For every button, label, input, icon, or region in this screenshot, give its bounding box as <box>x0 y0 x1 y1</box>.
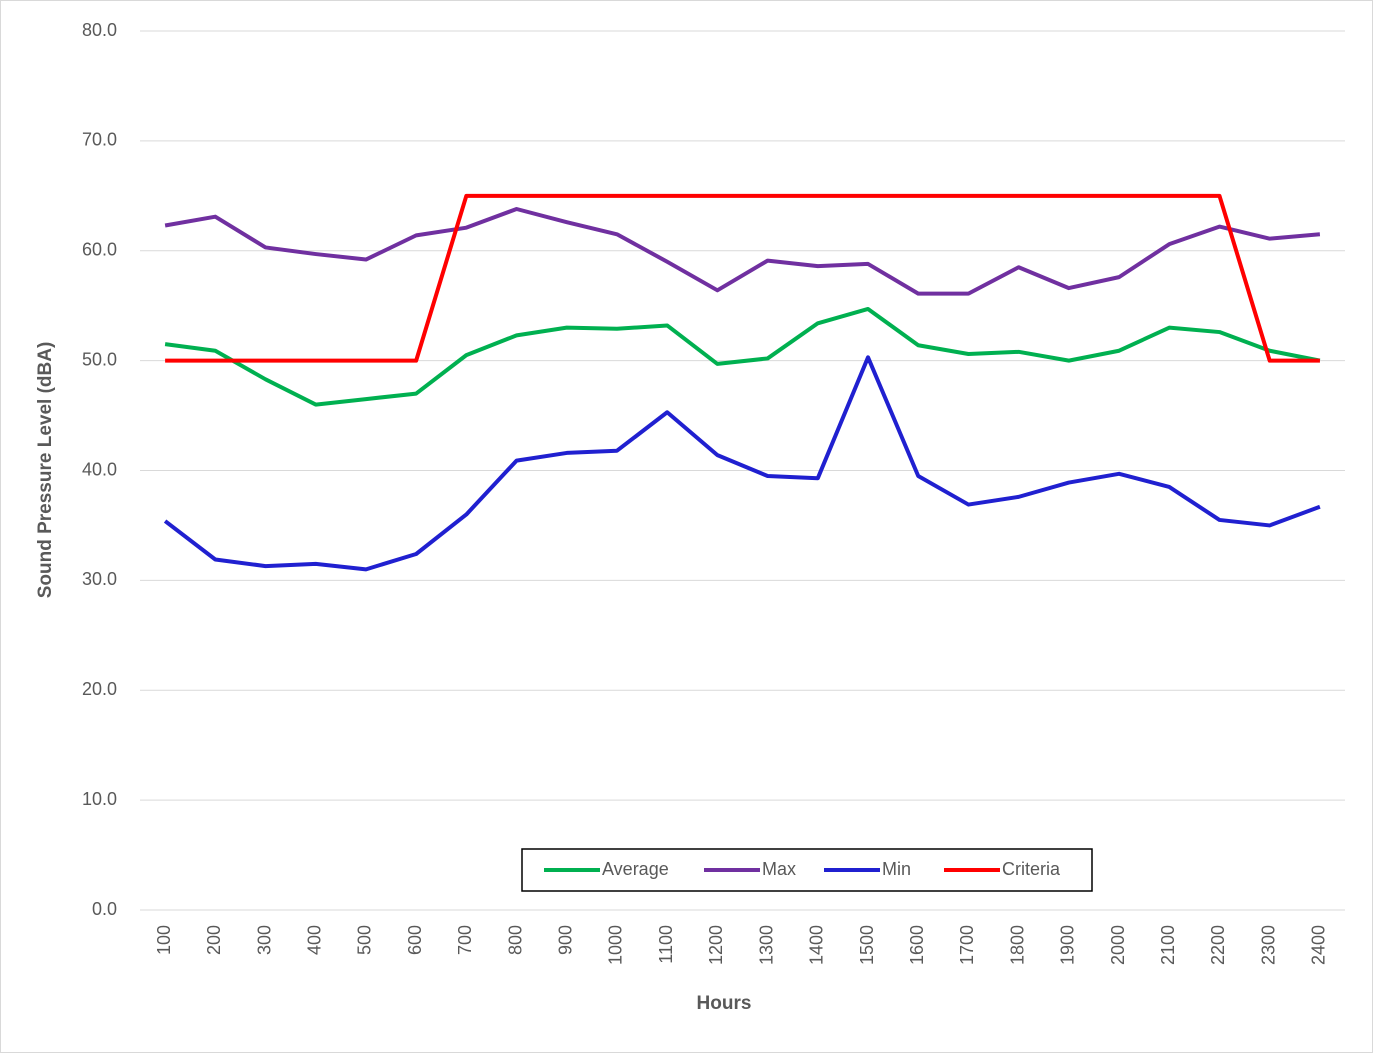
x-tick-label: 1400 <box>807 925 827 965</box>
x-tick-label: 1100 <box>656 925 676 964</box>
x-tick-label: 700 <box>455 925 475 955</box>
series-line <box>165 193 1320 363</box>
x-tick-label: 2400 <box>1309 925 1329 965</box>
legend-label: Max <box>762 859 796 879</box>
legend-label: Average <box>602 859 669 879</box>
x-tick-label: 1500 <box>857 925 877 965</box>
y-tick-label: 80.0 <box>82 20 117 40</box>
x-tick-label: 1200 <box>706 925 726 965</box>
x-tick-label: 900 <box>556 925 576 955</box>
x-tick-label: 2200 <box>1208 925 1228 965</box>
legend-label: Min <box>882 859 911 879</box>
x-tick-label: 300 <box>254 925 274 955</box>
y-tick-label: 50.0 <box>82 349 117 369</box>
x-tick-label: 400 <box>304 925 324 955</box>
series-line <box>163 355 1321 572</box>
x-tick-label: 1900 <box>1058 925 1078 965</box>
x-tick-label: 100 <box>154 925 174 955</box>
x-tick-label: 1800 <box>1007 925 1027 965</box>
y-axis-title: Sound Pressure Level (dBA) <box>35 342 56 599</box>
x-tick-label: 800 <box>505 925 525 955</box>
x-tick-label: 200 <box>204 925 224 955</box>
y-tick-label: 60.0 <box>82 240 117 260</box>
x-tick-label: 500 <box>355 925 375 955</box>
x-tick-label: 1000 <box>606 925 626 965</box>
legend-label: Criteria <box>1002 859 1061 879</box>
y-tick-label: 20.0 <box>82 679 117 699</box>
x-axis-title: Hours <box>697 993 752 1014</box>
x-tick-label: 2300 <box>1258 925 1278 965</box>
series-line <box>164 206 1321 296</box>
y-tick-label: 70.0 <box>82 130 117 150</box>
y-tick-label: 0.0 <box>92 899 117 919</box>
series-line <box>164 306 1321 407</box>
x-tick-label: 600 <box>405 925 425 955</box>
x-tick-label: 1700 <box>957 925 977 965</box>
y-tick-label: 30.0 <box>82 569 117 589</box>
x-tick-label: 2100 <box>1158 925 1178 965</box>
y-tick-label: 10.0 <box>82 789 117 809</box>
x-tick-label: 1600 <box>907 925 927 965</box>
y-tick-label: 40.0 <box>82 459 117 479</box>
x-tick-label: 2000 <box>1108 925 1128 965</box>
x-tick-label: 1300 <box>756 925 776 965</box>
